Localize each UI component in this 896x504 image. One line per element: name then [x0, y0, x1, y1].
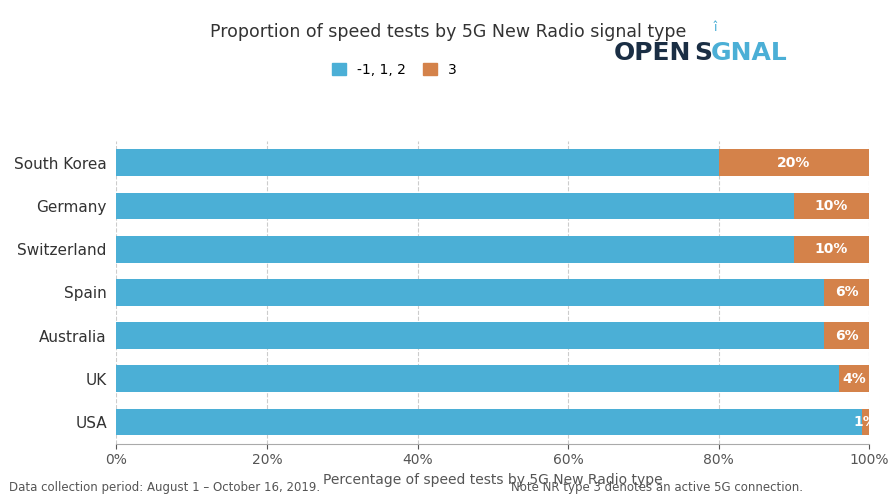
Text: GNAL: GNAL: [711, 41, 788, 65]
Bar: [116, 193, 794, 219]
Text: 6%: 6%: [835, 329, 858, 343]
Text: 6%: 6%: [835, 285, 858, 299]
Text: 10%: 10%: [814, 199, 849, 213]
Bar: [116, 149, 719, 176]
Bar: [116, 365, 839, 392]
Bar: [794, 236, 869, 263]
Bar: [116, 236, 794, 263]
Text: S: S: [694, 41, 712, 65]
Bar: [824, 322, 869, 349]
Text: Note NR type 3 denotes an active 5G connection.: Note NR type 3 denotes an active 5G conn…: [511, 481, 803, 494]
Text: Proportion of speed tests by 5G New Radio signal type: Proportion of speed tests by 5G New Radi…: [210, 23, 686, 41]
Bar: [116, 409, 862, 435]
Bar: [719, 149, 869, 176]
Text: 4%: 4%: [842, 372, 866, 386]
Text: 1%: 1%: [854, 415, 877, 429]
Text: Data collection period: August 1 – October 16, 2019.: Data collection period: August 1 – Octob…: [9, 481, 320, 494]
Bar: [794, 193, 869, 219]
Legend: -1, 1, 2, 3: -1, 1, 2, 3: [327, 57, 462, 83]
Text: OPEN: OPEN: [614, 41, 691, 65]
Bar: [116, 279, 824, 306]
Bar: [116, 322, 824, 349]
Text: 10%: 10%: [814, 242, 849, 256]
X-axis label: Percentage of speed tests by 5G New Radio type: Percentage of speed tests by 5G New Radi…: [323, 473, 663, 487]
Text: î: î: [714, 21, 718, 34]
Bar: [862, 409, 869, 435]
Bar: [824, 279, 869, 306]
Bar: [839, 365, 869, 392]
Text: 20%: 20%: [777, 156, 811, 170]
